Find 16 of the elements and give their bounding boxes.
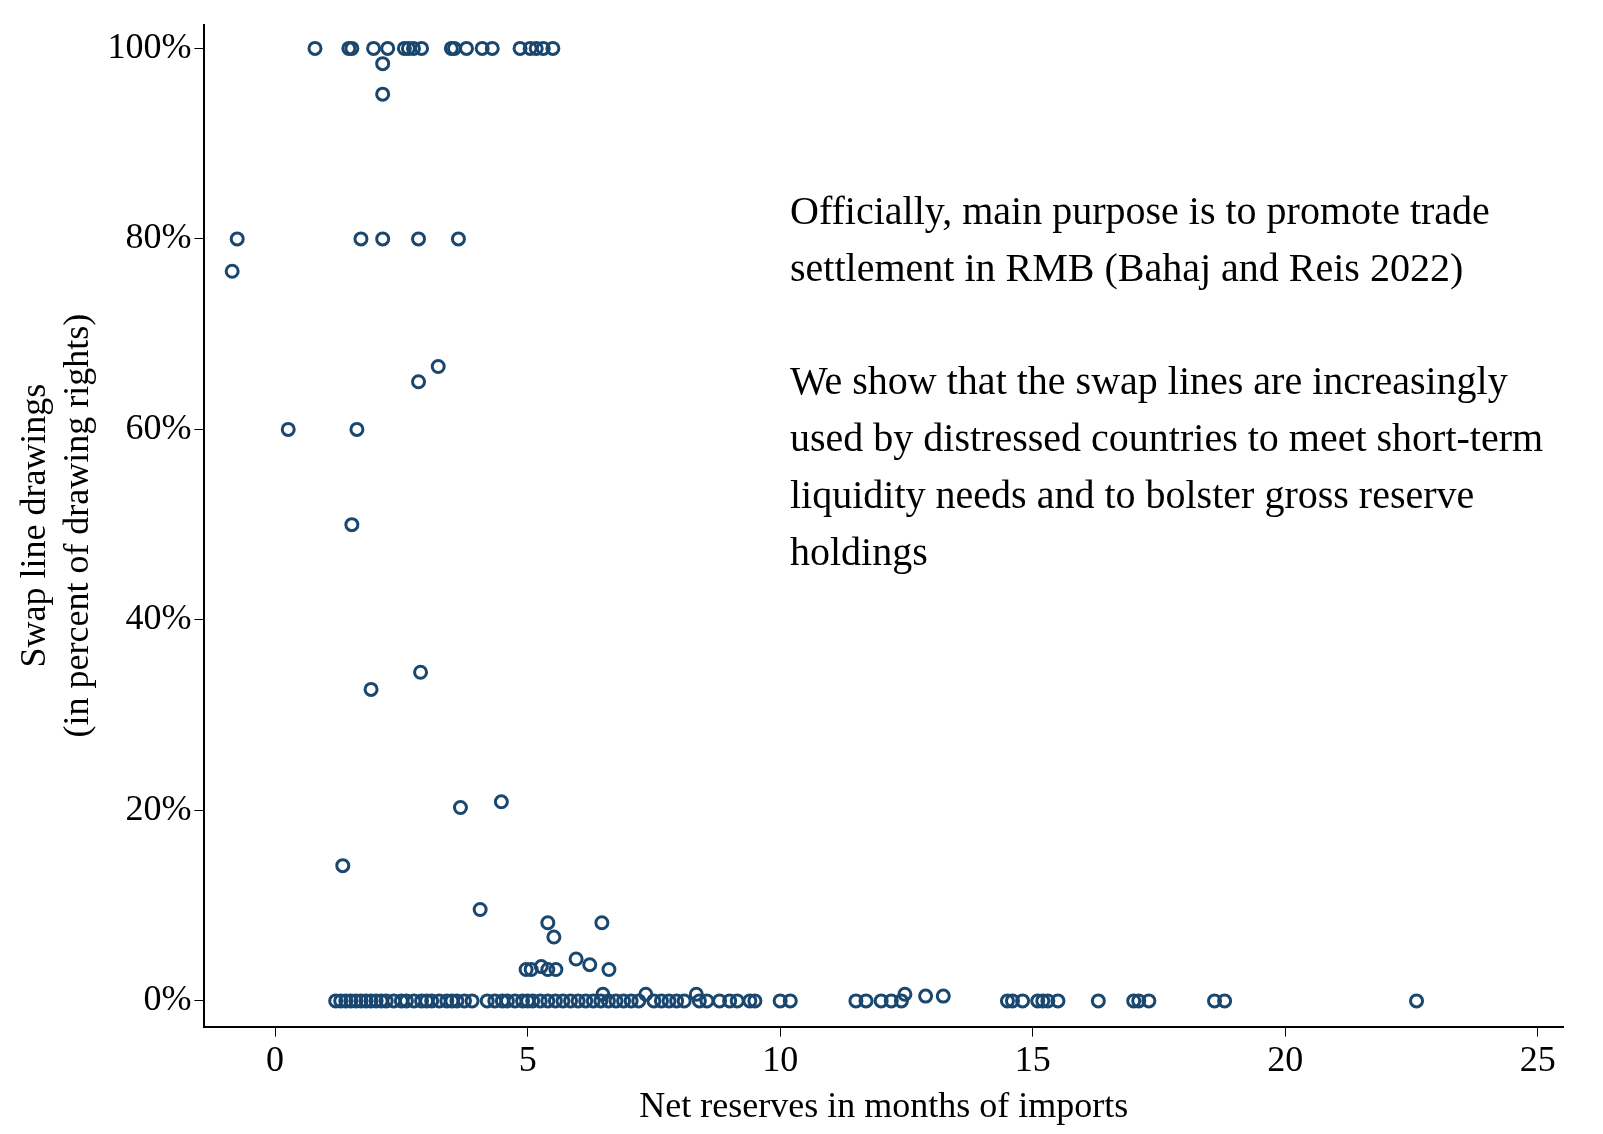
x-tick-label: 25 (1519, 1038, 1556, 1079)
y-tick-label: 100% (107, 25, 192, 66)
x-tick-label: 5 (518, 1038, 537, 1079)
x-tick-label: 0 (266, 1038, 285, 1079)
y-axis-title: Swap line drawings (in percent of drawing rights) (13, 313, 97, 738)
y-tick-label: 80% (125, 216, 192, 257)
x-tick-label: 15 (1014, 1038, 1051, 1079)
y-tick-label: 60% (125, 406, 192, 447)
x-tick-label: 10 (762, 1038, 799, 1079)
y-tick-label: 40% (125, 597, 192, 638)
x-axis-title: Net reserves in months of imports (639, 1084, 1129, 1125)
y-tick-label: 20% (125, 787, 192, 828)
x-tick-label: 20 (1267, 1038, 1304, 1079)
annotation: We show that the swap lines are increasingly used by distressed countries to meet short-term liquidity needs and to bolster gross reserve holdings (790, 357, 1545, 576)
annotation: Officially, main purpose is to promote trade settlement in RMB (Bahaj and Reis 2022) (790, 187, 1491, 292)
y-tick-label: 0% (143, 978, 192, 1019)
